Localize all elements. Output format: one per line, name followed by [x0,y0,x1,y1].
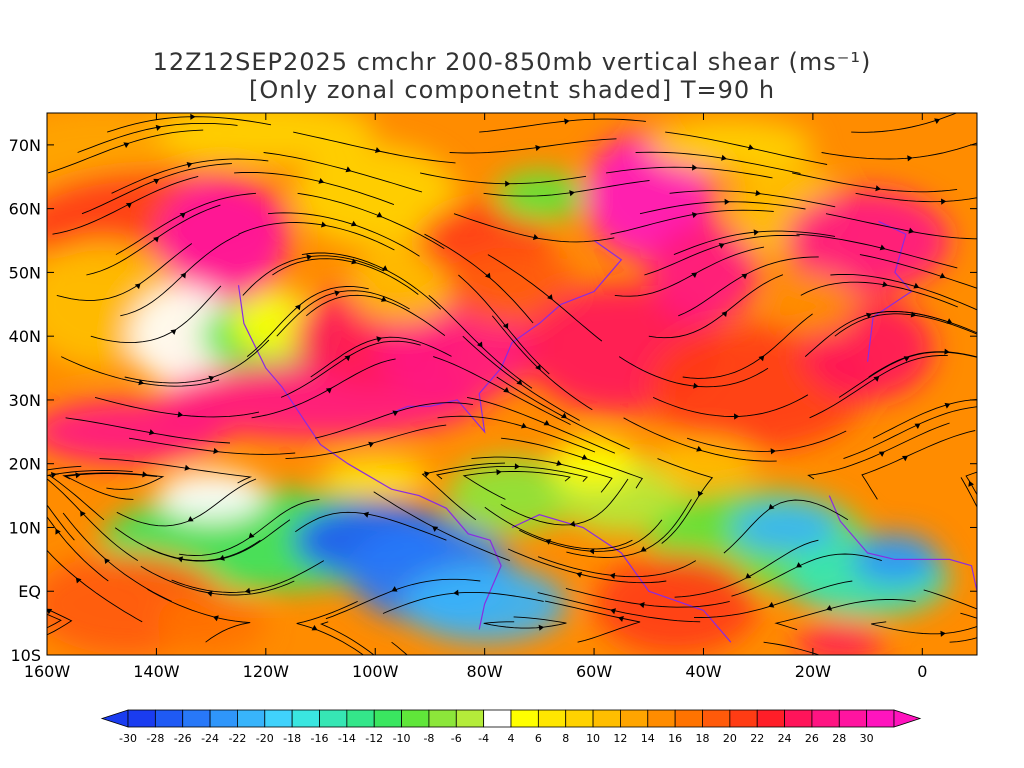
colorbar-label: -26 [174,732,192,745]
colorbar-swatch [373,709,402,728]
colorbar-label: -30 [119,732,137,745]
colorbar-label: -16 [311,732,329,745]
colorbar-swatch [237,709,266,728]
colorbar-label: 26 [805,732,819,745]
colorbar-label: 30 [860,732,874,745]
lat-tick-label: EQ [18,582,41,601]
colorbar-swatch [729,709,758,728]
colorbar-label: -24 [201,732,219,745]
colorbar-label: 14 [641,732,655,745]
colorbar-swatch [756,709,785,728]
lat-tick-label: 50N [9,263,41,282]
colorbar-swatch [702,709,731,728]
colorbar-label: 22 [750,732,764,745]
colorbar-swatch [182,709,211,728]
lon-tick-label: 100W [352,662,399,681]
colorbar-swatch [127,709,156,728]
colorbar-label: 12 [613,732,627,745]
colorbar-swatch [264,709,293,728]
colorbar-swatch [401,709,430,728]
colorbar-label: 6 [535,732,542,745]
colorbar-swatch [154,709,184,728]
lon-tick-label: 140W [133,662,180,681]
colorbar-swatch [209,709,238,728]
colorbar-swatch [319,709,348,728]
colorbar-label: 16 [668,732,682,745]
colorbar-label: -22 [228,732,246,745]
colorbar-low-arrow [100,709,129,728]
colorbar-swatch [811,709,840,728]
colorbar-swatch [483,709,512,728]
lat-tick-label: 70N [9,136,41,155]
colorbar-label: -12 [365,732,383,745]
lon-tick-label: 60W [576,662,612,681]
lat-tick-label: 10S [10,646,41,665]
lat-tick-label: 30N [9,391,41,410]
coastlines [237,220,977,643]
colorbar-swatch [866,709,895,728]
colorbar-label: -6 [451,732,462,745]
colorbar: -30 -28 -26 -24 -22 -20 -18 -16 -14 -12 -10 -8 -6 -4 4… [100,709,922,745]
colorbar-label: 24 [778,732,792,745]
lat-tick-label: 40N [9,327,41,346]
colorbar-label: 20 [723,732,737,745]
colorbar-swatch [455,709,485,728]
colorbar-label: 4 [508,732,515,745]
colorbar-swatch [537,709,567,728]
colorbar-label: 18 [696,732,710,745]
colorbar-swatch [346,709,375,728]
colorbar-swatch [647,709,676,728]
colorbar-swatch [620,709,649,728]
lat-tick-label: 10N [9,518,41,537]
lon-tick-label: 120W [243,662,290,681]
colorbar-swatch [510,709,539,728]
lon-tick-label: 40W [685,662,721,681]
colorbar-high-arrow [893,709,922,728]
colorbar-swatch [565,709,594,728]
colorbar-label: -14 [338,732,356,745]
colorbar-label: 8 [562,732,569,745]
colorbar-swatch [592,709,621,728]
colorbar-label: -4 [478,732,489,745]
lat-tick-label: 60N [9,200,41,219]
lon-tick-label: 160W [24,662,71,681]
chart-title-line1: 12Z12SEP2025 cmchr 200-850mb vertical sh… [152,48,872,76]
colorbar-label: -28 [146,732,164,745]
streamlines [47,113,977,655]
colorbar-label: 10 [586,732,600,745]
lon-tick-label: 80W [467,662,503,681]
colorbar-label: -20 [256,732,274,745]
colorbar-label: 28 [832,732,846,745]
lat-tick-label: 20N [9,455,41,474]
colorbar-swatch [674,709,703,728]
colorbar-swatch [428,709,457,728]
chart-title-line2: [Only zonal componetnt shaded] T=90 h [248,76,776,104]
colorbar-swatch [838,709,868,728]
colorbar-label: -10 [393,732,411,745]
lon-tick-label: 0 [917,662,927,681]
colorbar-label: -8 [423,732,434,745]
lon-tick-label: 20W [795,662,831,681]
map-frame [46,112,978,656]
colorbar-swatch [291,709,320,728]
colorbar-swatch [784,709,813,728]
colorbar-label: -18 [283,732,301,745]
